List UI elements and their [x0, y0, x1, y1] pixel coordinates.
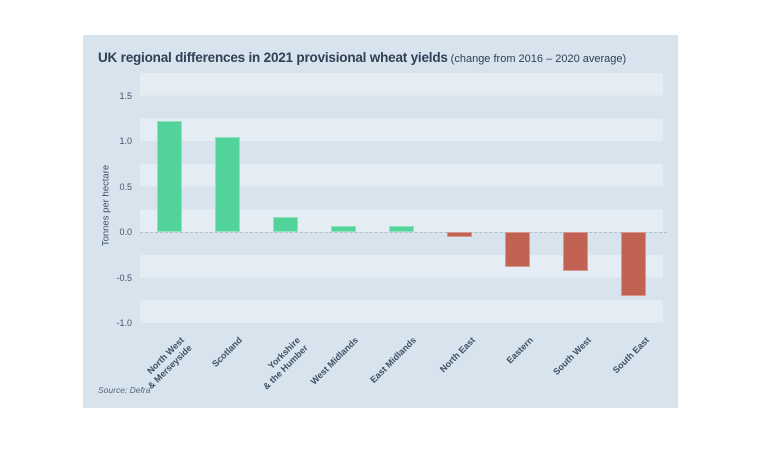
bar-positive — [389, 226, 414, 232]
chart-title: UK regional differences in 2021 provisio… — [98, 49, 668, 67]
chart-title-suffix: (change from 2016 – 2020 average) — [450, 53, 627, 65]
y-tick-label: 1.0 — [119, 136, 132, 146]
bar-positive — [273, 217, 298, 232]
bar-positive — [215, 137, 240, 232]
plot-area: North West & Merseyside Scotland Yorkshire &… — [140, 73, 667, 392]
bar-negative — [563, 232, 588, 271]
y-axis-ticks: 1.5 1.0 0.5 0.0 -0.5 -1.0 — [91, 73, 132, 328]
bar-negative — [621, 232, 646, 296]
bar-negative — [447, 232, 472, 237]
bar-positive — [157, 121, 182, 232]
chart-title-main: UK regional differences in 2021 provisio… — [98, 50, 448, 65]
chart-card: UK regional differences in 2021 provisio… — [83, 35, 678, 408]
y-tick-label: -0.5 — [116, 273, 132, 283]
source-note: Source: Defra — [98, 385, 151, 395]
zero-gridline — [140, 232, 667, 233]
y-tick-label: 0.5 — [119, 182, 132, 192]
y-tick-label: -1.0 — [116, 318, 132, 328]
y-tick-label: 0.0 — [119, 227, 132, 237]
bar-positive — [331, 226, 356, 232]
y-tick-label: 1.5 — [119, 91, 132, 101]
bar-negative — [505, 232, 530, 267]
